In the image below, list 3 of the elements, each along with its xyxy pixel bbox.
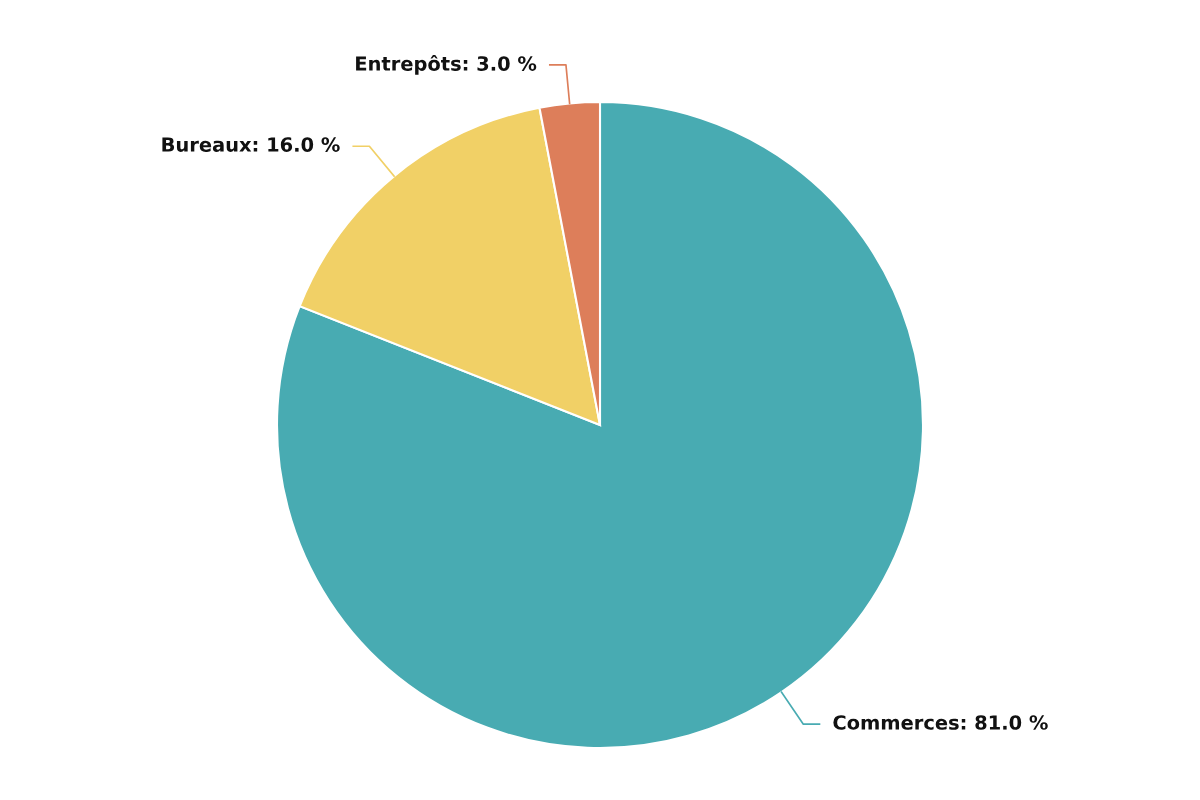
slice-label: Commerces: 81.0 % <box>833 715 1048 730</box>
slice-label: Entrepôts: 3.0 % <box>356 55 537 75</box>
slice-label: Bureaux: 16.0 % <box>162 137 340 152</box>
